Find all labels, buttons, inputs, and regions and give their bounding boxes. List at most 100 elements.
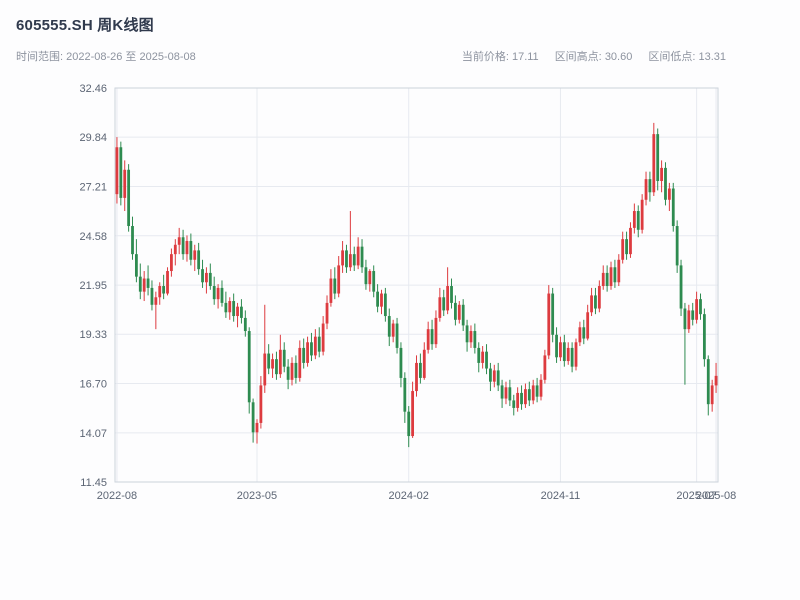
candle-body bbox=[360, 246, 364, 268]
candle-body bbox=[481, 351, 485, 363]
candle-body bbox=[142, 278, 146, 292]
stat-current-price-label: 当前价格: bbox=[461, 51, 509, 63]
candle-body bbox=[714, 375, 718, 386]
stat-current-price-value: 17.11 bbox=[511, 51, 539, 63]
candle-body bbox=[644, 179, 648, 200]
candle-body bbox=[372, 271, 376, 292]
x-tick-label: 2022-08 bbox=[97, 490, 137, 502]
candle-body bbox=[259, 385, 263, 423]
x-tick-label: 2024-11 bbox=[541, 490, 581, 502]
candle-body bbox=[391, 323, 395, 337]
price-stats: 当前价格: 17.11 区间高点: 30.60 区间低点: 13.31 bbox=[462, 48, 726, 64]
candle-body bbox=[403, 377, 407, 412]
candle-body bbox=[582, 327, 586, 339]
candle-body bbox=[422, 349, 426, 378]
candle-body bbox=[380, 293, 383, 307]
candle-body bbox=[664, 167, 667, 200]
candle-body bbox=[286, 366, 290, 380]
stat-range-low-label: 区间低点: bbox=[648, 51, 696, 63]
candle-body bbox=[166, 271, 169, 294]
candle-body bbox=[162, 286, 166, 294]
candle-body bbox=[438, 297, 442, 318]
x-tick-label: 2024-02 bbox=[389, 490, 429, 502]
kline-page: 605555.SH 周K线图 时间范围: 2022-08-26 至 2025-0… bbox=[0, 0, 800, 502]
candle-body bbox=[473, 331, 477, 348]
candle-body bbox=[485, 351, 488, 369]
candle-body bbox=[224, 302, 228, 313]
candle-body bbox=[465, 325, 469, 343]
candle-body bbox=[127, 169, 131, 227]
candle-body bbox=[310, 342, 313, 356]
candle-body bbox=[562, 342, 566, 362]
candle-body bbox=[247, 331, 251, 403]
candle-body bbox=[547, 293, 551, 356]
candle-body bbox=[170, 254, 173, 272]
candle-body bbox=[695, 299, 699, 320]
candle-body bbox=[387, 316, 391, 337]
candle-body bbox=[621, 239, 625, 260]
candle-body bbox=[313, 336, 317, 356]
candle-body bbox=[586, 312, 590, 339]
y-tick-label: 16.70 bbox=[79, 379, 107, 391]
candle-body bbox=[146, 278, 150, 288]
candle-body bbox=[710, 385, 714, 405]
candle-body bbox=[652, 134, 656, 193]
candle-body bbox=[294, 362, 298, 378]
stat-range-low: 区间低点: 13.31 bbox=[648, 48, 726, 64]
candle-body bbox=[570, 347, 574, 367]
candle-body bbox=[691, 310, 695, 320]
candle-body bbox=[632, 211, 636, 228]
candle-body bbox=[597, 286, 601, 309]
candle-body bbox=[699, 299, 702, 315]
candle-body bbox=[566, 347, 570, 362]
candle-body bbox=[263, 353, 267, 386]
candle-body bbox=[706, 359, 710, 405]
candle-body bbox=[329, 278, 333, 303]
chart-header: 605555.SH 周K线图 时间范围: 2022-08-26 至 2025-0… bbox=[0, 0, 800, 64]
candle-body bbox=[138, 276, 142, 292]
candle-body bbox=[212, 286, 216, 300]
candle-body bbox=[275, 359, 278, 375]
candle-body bbox=[205, 272, 208, 283]
candle-body bbox=[625, 239, 628, 255]
candle-body bbox=[504, 387, 508, 399]
y-tick-label: 19.33 bbox=[79, 329, 107, 341]
candle-body bbox=[489, 368, 492, 382]
x-tick-label: 2023-05 bbox=[237, 490, 277, 502]
candle-body bbox=[321, 323, 325, 352]
candle-body bbox=[341, 250, 344, 266]
y-tick-label: 24.58 bbox=[79, 231, 107, 243]
y-tick-label: 32.46 bbox=[79, 83, 107, 95]
candle-body bbox=[282, 349, 286, 367]
candle-body bbox=[461, 304, 465, 326]
candle-body bbox=[613, 267, 617, 283]
candle-body bbox=[496, 370, 500, 386]
candle-body bbox=[348, 254, 352, 268]
y-tick-label: 11.45 bbox=[80, 477, 107, 489]
candle-body bbox=[539, 379, 543, 397]
candle-body bbox=[193, 250, 197, 260]
candle-body bbox=[594, 295, 597, 309]
candle-body bbox=[535, 385, 539, 397]
candle-body bbox=[601, 272, 605, 287]
candle-body bbox=[629, 227, 632, 255]
candle-body bbox=[251, 402, 255, 433]
y-tick-label: 29.84 bbox=[79, 132, 107, 144]
candle-body bbox=[477, 347, 481, 363]
candle-body bbox=[636, 211, 640, 230]
candle-body bbox=[702, 314, 706, 360]
x-tick-label: 2025-07 bbox=[676, 490, 716, 502]
candle-body bbox=[527, 389, 531, 401]
candle-body bbox=[364, 267, 368, 285]
candle-body bbox=[352, 254, 356, 266]
candle-body bbox=[399, 347, 403, 378]
candle-body bbox=[115, 147, 119, 195]
candle-body bbox=[675, 226, 679, 266]
candle-body bbox=[450, 286, 453, 303]
candle-body bbox=[325, 302, 329, 324]
candle-body bbox=[302, 347, 306, 363]
candle-body bbox=[220, 287, 224, 303]
candle-body bbox=[271, 359, 274, 369]
candle-body bbox=[216, 287, 220, 300]
candle-body bbox=[131, 226, 134, 255]
